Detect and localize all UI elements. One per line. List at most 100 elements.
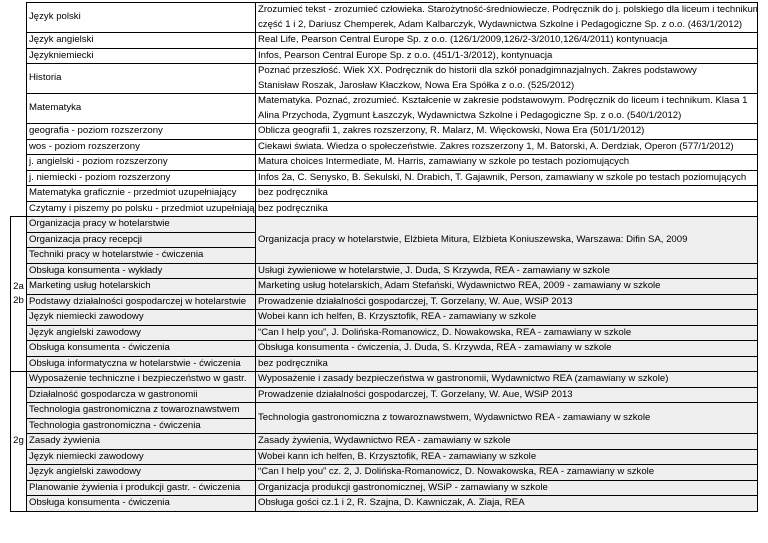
subject-cell: Technologia gastronomiczna - ćwiczenia	[26, 417, 256, 434]
subject-cell: Czytamy i piszemy po polsku - przedmiot …	[26, 200, 256, 217]
subject-cell: j. niemiecki - poziom rozszerzony	[26, 169, 256, 186]
row: Marketing usług hotelarskich Marketing us…	[11, 278, 758, 295]
empty-cell	[11, 94, 27, 124]
textbook: Wobei kann ich helfen, B. Krzysztofik, R…	[258, 311, 537, 322]
textbook-cell: Matematyka. Poznać, zrozumieć. Kształcen…	[255, 93, 758, 124]
textbook: Obsługa gości cz.1 i 2, R. Szajna, D. Ka…	[258, 497, 525, 508]
subject-cell: Matematyka	[26, 93, 256, 124]
textbook-cell: “Can I help you” cz. 2, J. Dolińska-Roma…	[255, 464, 758, 481]
textbook-line: Infos, Pearson Central Europe Sp. z o.o.…	[258, 49, 553, 61]
textbook: Prowadzenie działalności gospodarczej, T…	[258, 295, 573, 307]
subject: Techniki pracy w hotelarstwie - ćwiczeni…	[29, 249, 204, 260]
empty-cell	[11, 48, 27, 64]
subject: Historia	[29, 72, 62, 84]
subject-cell: Techniki pracy w hotelarstwie - ćwiczeni…	[26, 247, 256, 264]
row: Obsługa informatyczna w hotelarstwie - ć…	[11, 355, 758, 372]
subject: Wyposażenie techniczne i bezpieczeństwo …	[29, 373, 247, 384]
row: 2a 2b Organizacja pracy w hotelarstwie Orga…	[10, 216, 758, 372]
subject: Obsługa konsumenta - ćwiczenia	[29, 497, 170, 508]
textbook-cell: Obsługa gości cz.1 i 2, R. Szajna, D. Ka…	[255, 495, 758, 512]
row: wos - poziom rozszerzony Ciekawi świata. …	[11, 138, 758, 155]
textbook-line: Alina Przychoda, Zygmunt Łaszczyk, Wydaw…	[258, 109, 682, 121]
textbook-cell: Real Life, Pearson Central Europe Sp. z …	[255, 32, 758, 49]
textbook: Technologia gastronomiczna z towaroznaws…	[258, 411, 651, 423]
subject-cell: Organizacja pracy w hotelarstwie	[26, 216, 256, 233]
subject-cell: Język polski	[26, 2, 256, 33]
textbook-cell: bez podręcznika	[255, 200, 758, 217]
textbook-line: bez podręcznika	[258, 202, 328, 214]
subject: Językniemiecki	[29, 49, 94, 61]
row: Język niemiecki zawodowy Wobei kann ich h…	[11, 309, 758, 326]
subject-cell: Obsługa konsumenta - wykłady	[26, 262, 256, 279]
subject: Podstawy działalności gospodarczej w hot…	[29, 295, 247, 307]
row: Obsługa konsumenta - ćwiczenia Obsługa go…	[11, 495, 758, 512]
subject-cell: Język angielski zawodowy	[26, 324, 256, 341]
empty-cell	[11, 201, 27, 217]
subject: wos - poziom rozszerzony	[29, 140, 140, 152]
textbook-line: Real Life, Pearson Central Europe Sp. z …	[258, 34, 668, 45]
row: Zasady żywienia Zasady żywienia, Wydawnic…	[11, 433, 758, 450]
empty-cell	[11, 64, 27, 94]
subject-cell: Planowanie żywienia i produkcji gastr. -…	[26, 479, 256, 496]
textbook: Usługi żywieniowe w hotelarstwie, J. Dud…	[258, 264, 610, 276]
empty-cell	[11, 155, 27, 171]
subject-cell: Obsługa konsumenta - ćwiczenia	[26, 340, 256, 357]
row: Czytamy i piszemy po polsku - przedmiot …	[11, 200, 758, 217]
row: j. angielski - poziom rozszerzony Matura …	[11, 154, 758, 171]
row: Język angielski zawodowy “Can I help you”…	[11, 464, 758, 481]
row: Matematyka graficznie - przedmiot uzupeł…	[11, 185, 758, 202]
textbook-cell: Zrozumieć tekst - zrozumieć człowieka. S…	[255, 2, 758, 33]
row: Język niemiecki zawodowy Wobei kann ich h…	[11, 448, 758, 465]
subject-cell: Technologia gastronomiczna z towaroznaws…	[26, 402, 256, 419]
row: Technologia gastronomiczna z towaroznaws…	[11, 402, 758, 434]
subject-cell: Język angielski	[26, 32, 256, 49]
subject: Zasady żywienia	[29, 435, 100, 446]
subject-cell: Marketing usług hotelarskich	[26, 278, 256, 295]
subject: Język angielski zawodowy	[29, 466, 141, 477]
subject: Technologia gastronomiczna z towaroznaws…	[29, 404, 240, 415]
textbook-cell: Wobei kann ich helfen, B. Krzysztofik, R…	[255, 309, 758, 326]
subject-cell: Obsługa informatyczna w hotelarstwie - ć…	[26, 355, 256, 372]
subject-cell: wos - poziom rozszerzony	[26, 138, 256, 155]
textbook-line: Zrozumieć tekst - zrozumieć człowieka. S…	[258, 4, 758, 15]
textbook: Organizacja pracy w hotelarstwie, Elżbie…	[258, 233, 688, 245]
subject: Obsługa informatyczna w hotelarstwie - ć…	[29, 357, 241, 369]
textbook-line: Poznać przeszłość. Wiek XX. Podręcznik d…	[258, 65, 697, 76]
row: Historia Poznać przeszłość. Wiek XX. Podr…	[11, 63, 758, 94]
textbook-line: bez podręcznika	[258, 187, 328, 198]
textbook-cell: bez podręcznika	[255, 185, 758, 202]
row: j. niemiecki - poziom rozszerzony Infos 2…	[11, 169, 758, 186]
textbook-cell: Organizacja produkcji gastronomicznej, W…	[255, 479, 758, 496]
textbook-cell: Wyposażenie i zasady bezpieczeństwa w ga…	[255, 371, 758, 388]
row: geografia - poziom rozszerzony Oblicza ge…	[11, 123, 758, 140]
row: Językniemiecki Infos, Pearson Central Eur…	[11, 47, 758, 64]
row: Obsługa konsumenta - ćwiczenia Obsługa ko…	[11, 340, 758, 357]
empty-cell	[11, 186, 27, 202]
row: 2g Wyposażenie techniczne i bezpieczeństw…	[10, 371, 758, 512]
textbook: bez podręcznika	[258, 357, 328, 369]
row: Obsługa konsumenta - wykłady Usługi żywie…	[11, 262, 758, 279]
textbook-cell: “Can I help you”, J. Dolińska-Romanowicz…	[255, 324, 758, 341]
textbook-cell: Usługi żywieniowe w hotelarstwie, J. Dud…	[255, 262, 758, 279]
textbook-line: część 1 i 2, Dariusz Chemperek, Adam Kal…	[258, 18, 743, 30]
row: Organizacja pracy recepcji	[11, 231, 758, 248]
row: Planowanie żywienia i produkcji gastr. -…	[11, 479, 758, 496]
empty-cell	[11, 170, 27, 186]
textbook-cell: Wobei kann ich helfen, B. Krzysztofik, R…	[255, 448, 758, 465]
row: Język angielski zawodowy “Can I help you”…	[11, 324, 758, 341]
subject: Czytamy i piszemy po polsku - przedmiot …	[29, 202, 256, 214]
textbook-table: Język polski Zrozumieć tekst - zrozumieć …	[10, 2, 758, 512]
subject: Organizacja pracy w hotelarstwie	[29, 218, 170, 229]
textbook-cell: Oblicza geografii 1, zakres rozszerzony,…	[255, 123, 758, 140]
row: Język angielski Real Life, Pearson Centra…	[11, 32, 758, 49]
class-label: 2b	[13, 295, 24, 306]
textbook-line: Oblicza geografii 1, zakres rozszerzony,…	[258, 125, 645, 136]
subject: Język angielski	[29, 34, 94, 45]
subject-cell: Język niemiecki zawodowy	[26, 309, 256, 326]
textbook-cell: Obsługa konsumenta - ćwiczenia, J. Duda,…	[255, 340, 758, 357]
textbook-cell: Marketing usług hotelarskich, Adam Stefa…	[255, 278, 758, 295]
subject: Planowanie żywienia i produkcji gastr. -…	[29, 481, 241, 493]
subject-cell: Wyposażenie techniczne i bezpieczeństwo …	[26, 371, 256, 388]
textbook-line: Matura choices Intermediate, M. Harris, …	[258, 156, 630, 167]
